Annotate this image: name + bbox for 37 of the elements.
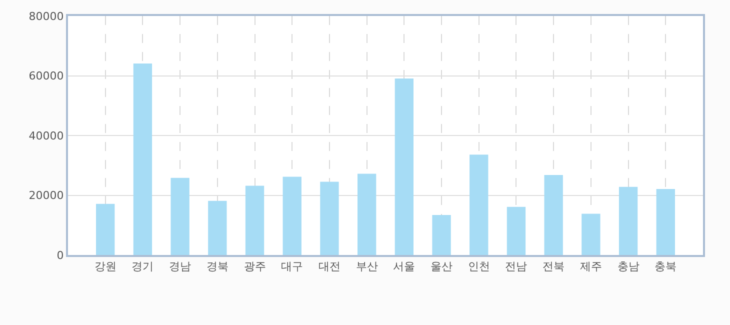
x-tick-label: 강원: [94, 260, 116, 274]
y-tick-label: 0: [56, 248, 64, 262]
bar: [506, 206, 526, 255]
bar: [544, 174, 563, 255]
bar: [470, 154, 488, 255]
bar: [618, 186, 638, 255]
x-tick-label: 충남: [617, 260, 640, 274]
x-tick-label: 광주: [244, 260, 266, 274]
bar: [133, 64, 152, 255]
bar: [208, 200, 227, 255]
x-tick-label: 경남: [169, 260, 192, 274]
x-tick-label: 인천: [468, 260, 490, 274]
bar: [394, 78, 414, 255]
x-tick-label: 전북: [542, 260, 565, 274]
y-tick-label: 80000: [28, 10, 64, 23]
bar: [245, 186, 264, 255]
x-tick-label: 제주: [580, 260, 602, 274]
bar: [582, 214, 600, 255]
bar: [320, 182, 339, 255]
y-tick-label: 40000: [28, 129, 64, 142]
x-tick-label: 대구: [281, 260, 304, 274]
y-tick-label: 60000: [28, 70, 64, 83]
bar: [96, 204, 115, 255]
x-tick-label: 경북: [206, 260, 228, 274]
bar: [656, 188, 675, 255]
bar: [357, 174, 376, 255]
x-tick-label: 충북: [654, 260, 677, 274]
bar: [170, 178, 190, 255]
y-tick-label: 20000: [28, 189, 64, 202]
bar: [432, 214, 451, 255]
x-tick-label: 부산: [356, 260, 378, 274]
x-tick-label: 경기: [132, 260, 154, 274]
x-tick-label: 서울: [393, 260, 416, 274]
bar: [282, 176, 302, 255]
x-tick-label: 전남: [505, 260, 528, 274]
x-tick-label: 울산: [430, 260, 453, 274]
x-tick-label: 대전: [318, 260, 340, 274]
